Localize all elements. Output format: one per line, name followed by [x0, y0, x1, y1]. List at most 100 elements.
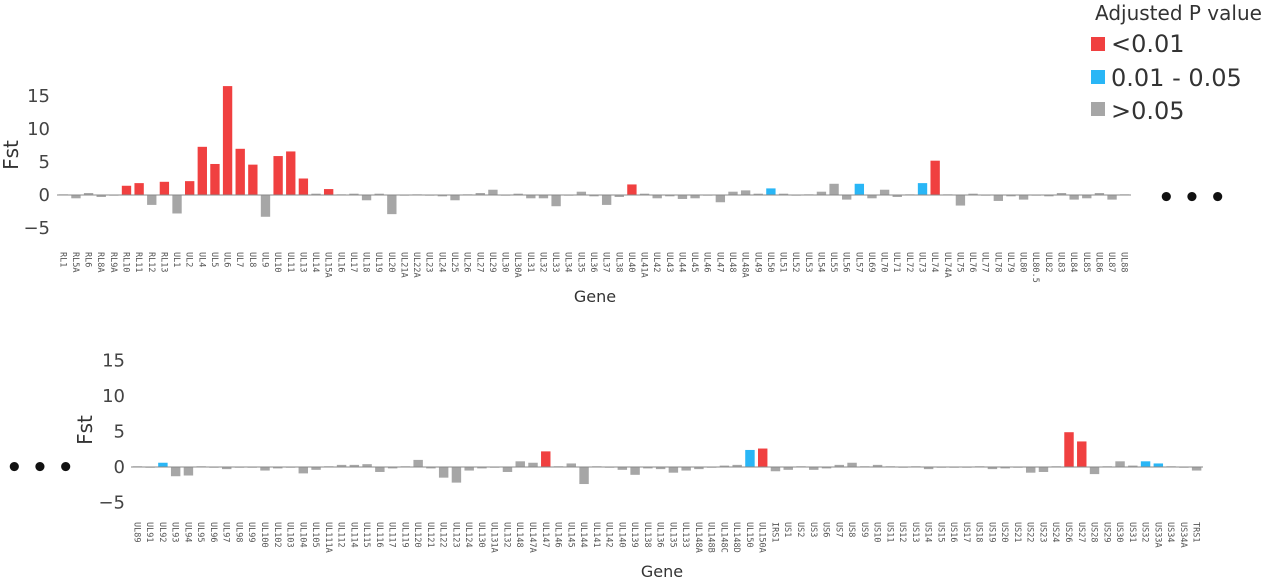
x-axis-title: Gene: [574, 287, 616, 306]
bar-ul43: [665, 195, 675, 197]
bar-us27: [1077, 441, 1087, 467]
x-tick-label: UL135: [667, 522, 677, 548]
bar-us31: [1128, 465, 1138, 467]
x-tick-label: US34: [1165, 522, 1175, 542]
x-tick-label: UL142: [604, 522, 614, 548]
x-tick-label: UL86: [1093, 252, 1103, 272]
bar-ul82: [1044, 195, 1054, 197]
bar-ul144: [579, 467, 589, 485]
bar-us33a: [1153, 463, 1164, 467]
x-tick-label: UL41A: [639, 252, 649, 278]
x-tick-label: UL72: [904, 252, 914, 272]
bar-ul114: [349, 464, 360, 467]
x-tick-label: UL11: [285, 252, 295, 272]
bar-us30: [1115, 461, 1125, 467]
bar-ul79: [1006, 195, 1016, 197]
bar-ul148c: [719, 465, 730, 467]
x-tick-label: UL38: [613, 252, 623, 272]
x-tick-label: UL102: [272, 522, 282, 548]
x-tick-label: US33A: [1152, 522, 1162, 548]
x-tick-label: UL104: [297, 522, 307, 548]
bar-ul6: [222, 86, 233, 195]
y-tick-label: 10: [102, 386, 125, 407]
y-tick-label: 10: [27, 119, 50, 140]
bar-ul147: [541, 451, 551, 467]
x-tick-label: UL76: [967, 252, 977, 272]
bar-us7: [834, 464, 844, 467]
x-tick-label: IRS1: [770, 522, 780, 542]
x-tick-label: UL7: [234, 252, 244, 267]
x-tick-label: UL45: [689, 252, 699, 272]
x-tick-label: US11: [884, 522, 894, 542]
x-tick-label: US30: [1114, 522, 1124, 542]
x-tick-label: UL26: [462, 252, 472, 272]
x-tick-label: UL2: [184, 252, 194, 267]
x-tick-label: UL140: [616, 522, 626, 548]
legend-label: 0.01 - 0.05: [1111, 64, 1242, 92]
x-tick-label: UL139: [629, 522, 639, 548]
bar-ul123: [451, 467, 462, 483]
x-tick-label: UL138: [642, 522, 652, 548]
x-tick-label: RL13: [158, 252, 168, 272]
bar-ul55: [829, 183, 839, 195]
x-tick-label: UL99: [246, 522, 256, 542]
x-tick-label: UL46: [702, 252, 712, 272]
bar-ul47: [715, 195, 726, 203]
x-tick-label: UL4: [196, 252, 206, 267]
x-tick-label: UL122: [438, 522, 448, 548]
x-tick-label: UL17: [348, 252, 358, 272]
x-tick-label: UL53: [803, 252, 813, 272]
bar-ul54: [816, 191, 827, 195]
x-tick-label: US8: [846, 522, 856, 537]
x-tick-label: US14: [923, 522, 933, 542]
x-tick-label: UL24: [436, 252, 446, 272]
x-tick-label: UL20: [386, 252, 396, 272]
x-tick-label: US10: [872, 522, 882, 542]
bar-ul49: [753, 193, 763, 195]
bar-us28: [1089, 467, 1100, 475]
x-tick-label: UL79: [1005, 252, 1015, 272]
y-tick-label: 15: [27, 86, 50, 107]
bar-ul133: [681, 467, 691, 471]
x-tick-label: UL19: [373, 252, 383, 272]
x-tick-label: UL116: [374, 522, 384, 548]
x-tick-label: UL147: [540, 522, 550, 548]
x-tick-label: US1: [782, 522, 792, 537]
bar-us6: [821, 467, 832, 469]
bar-trs1: [1191, 467, 1202, 471]
x-tick-label: US12: [897, 522, 907, 542]
x-tick-label: US7: [833, 522, 843, 537]
x-tick-label: UL84: [1068, 252, 1078, 272]
x-tick-label: UL43: [664, 252, 674, 272]
y-axis-title: Fst: [0, 140, 23, 170]
x-tick-label: RL9A: [108, 252, 118, 272]
bar-rl12: [147, 195, 157, 205]
bar-ul38: [614, 195, 624, 197]
x-tick-label: UL35: [575, 252, 585, 272]
bar-ul78: [993, 195, 1003, 201]
bar-ul24: [437, 195, 448, 197]
x-tick-label: UL51: [778, 252, 788, 272]
x-tick-label: UL87: [1106, 252, 1116, 272]
bar-us22: [1025, 467, 1036, 473]
x-tick-label: UL80: [1018, 252, 1028, 272]
x-tick-label: RL8A: [95, 252, 105, 272]
x-tick-label: RL5A: [70, 252, 80, 272]
bar-ul25: [450, 195, 460, 201]
bar-ul69: [867, 195, 877, 199]
x-tick-label: US15: [935, 522, 945, 542]
x-tick-label: UL50: [765, 252, 775, 272]
bar-ul29: [488, 189, 498, 195]
bar-ul40: [627, 184, 637, 195]
x-tick-label: US23: [1038, 522, 1048, 542]
x-tick-label: UL96: [208, 522, 218, 542]
x-tick-label: UL75: [954, 252, 964, 272]
x-tick-label: UL117: [387, 522, 397, 548]
bar-ul112: [336, 464, 347, 467]
x-tick-label: UL30: [500, 252, 510, 272]
x-tick-label: RL6: [83, 252, 93, 267]
bar-ul11: [286, 151, 296, 195]
y-tick-label: 5: [39, 152, 50, 173]
x-tick-label: UL31: [525, 252, 535, 272]
x-tick-label: US22: [1025, 522, 1035, 542]
